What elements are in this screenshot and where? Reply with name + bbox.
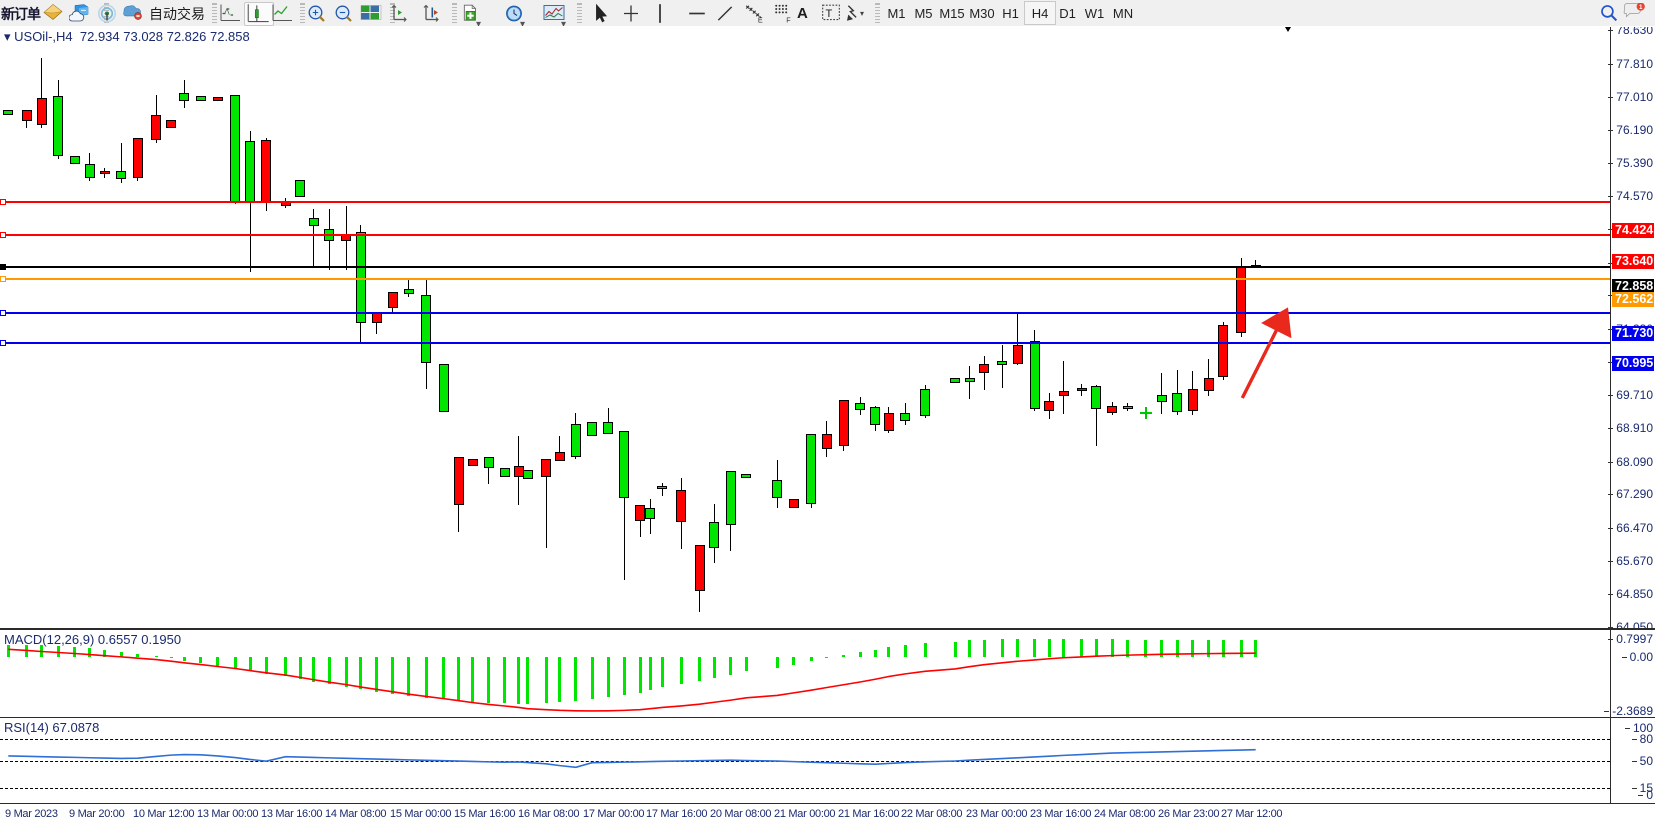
svg-text:E: E xyxy=(758,15,763,24)
svg-text:F: F xyxy=(786,15,791,24)
svg-text:T: T xyxy=(825,8,832,20)
svg-text:1: 1 xyxy=(1639,4,1643,11)
